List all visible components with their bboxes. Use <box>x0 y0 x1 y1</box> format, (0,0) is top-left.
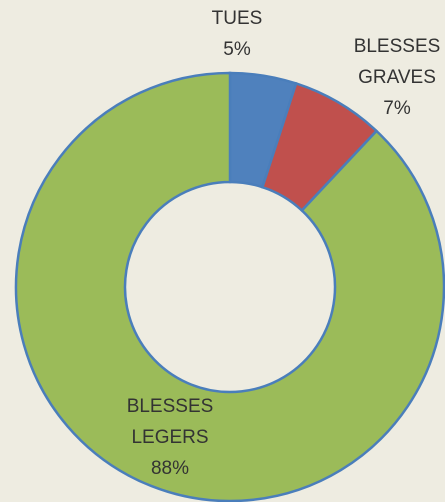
label-line: LEGERS <box>131 427 208 448</box>
slice-value-label: 88% <box>151 458 189 479</box>
label-line: BLESSES <box>354 36 441 57</box>
slice-label: BLESSES GRAVES <box>354 36 441 88</box>
slice-value-label: 7% <box>383 98 411 119</box>
slice-label: TUES <box>212 8 263 29</box>
label-line: GRAVES <box>358 67 436 88</box>
label-line: TUES <box>212 8 263 29</box>
slice-label: BLESSES LEGERS <box>127 396 214 448</box>
slice-value-label: 5% <box>223 39 251 60</box>
donut-slice <box>14 71 445 502</box>
label-line: BLESSES <box>127 396 214 417</box>
